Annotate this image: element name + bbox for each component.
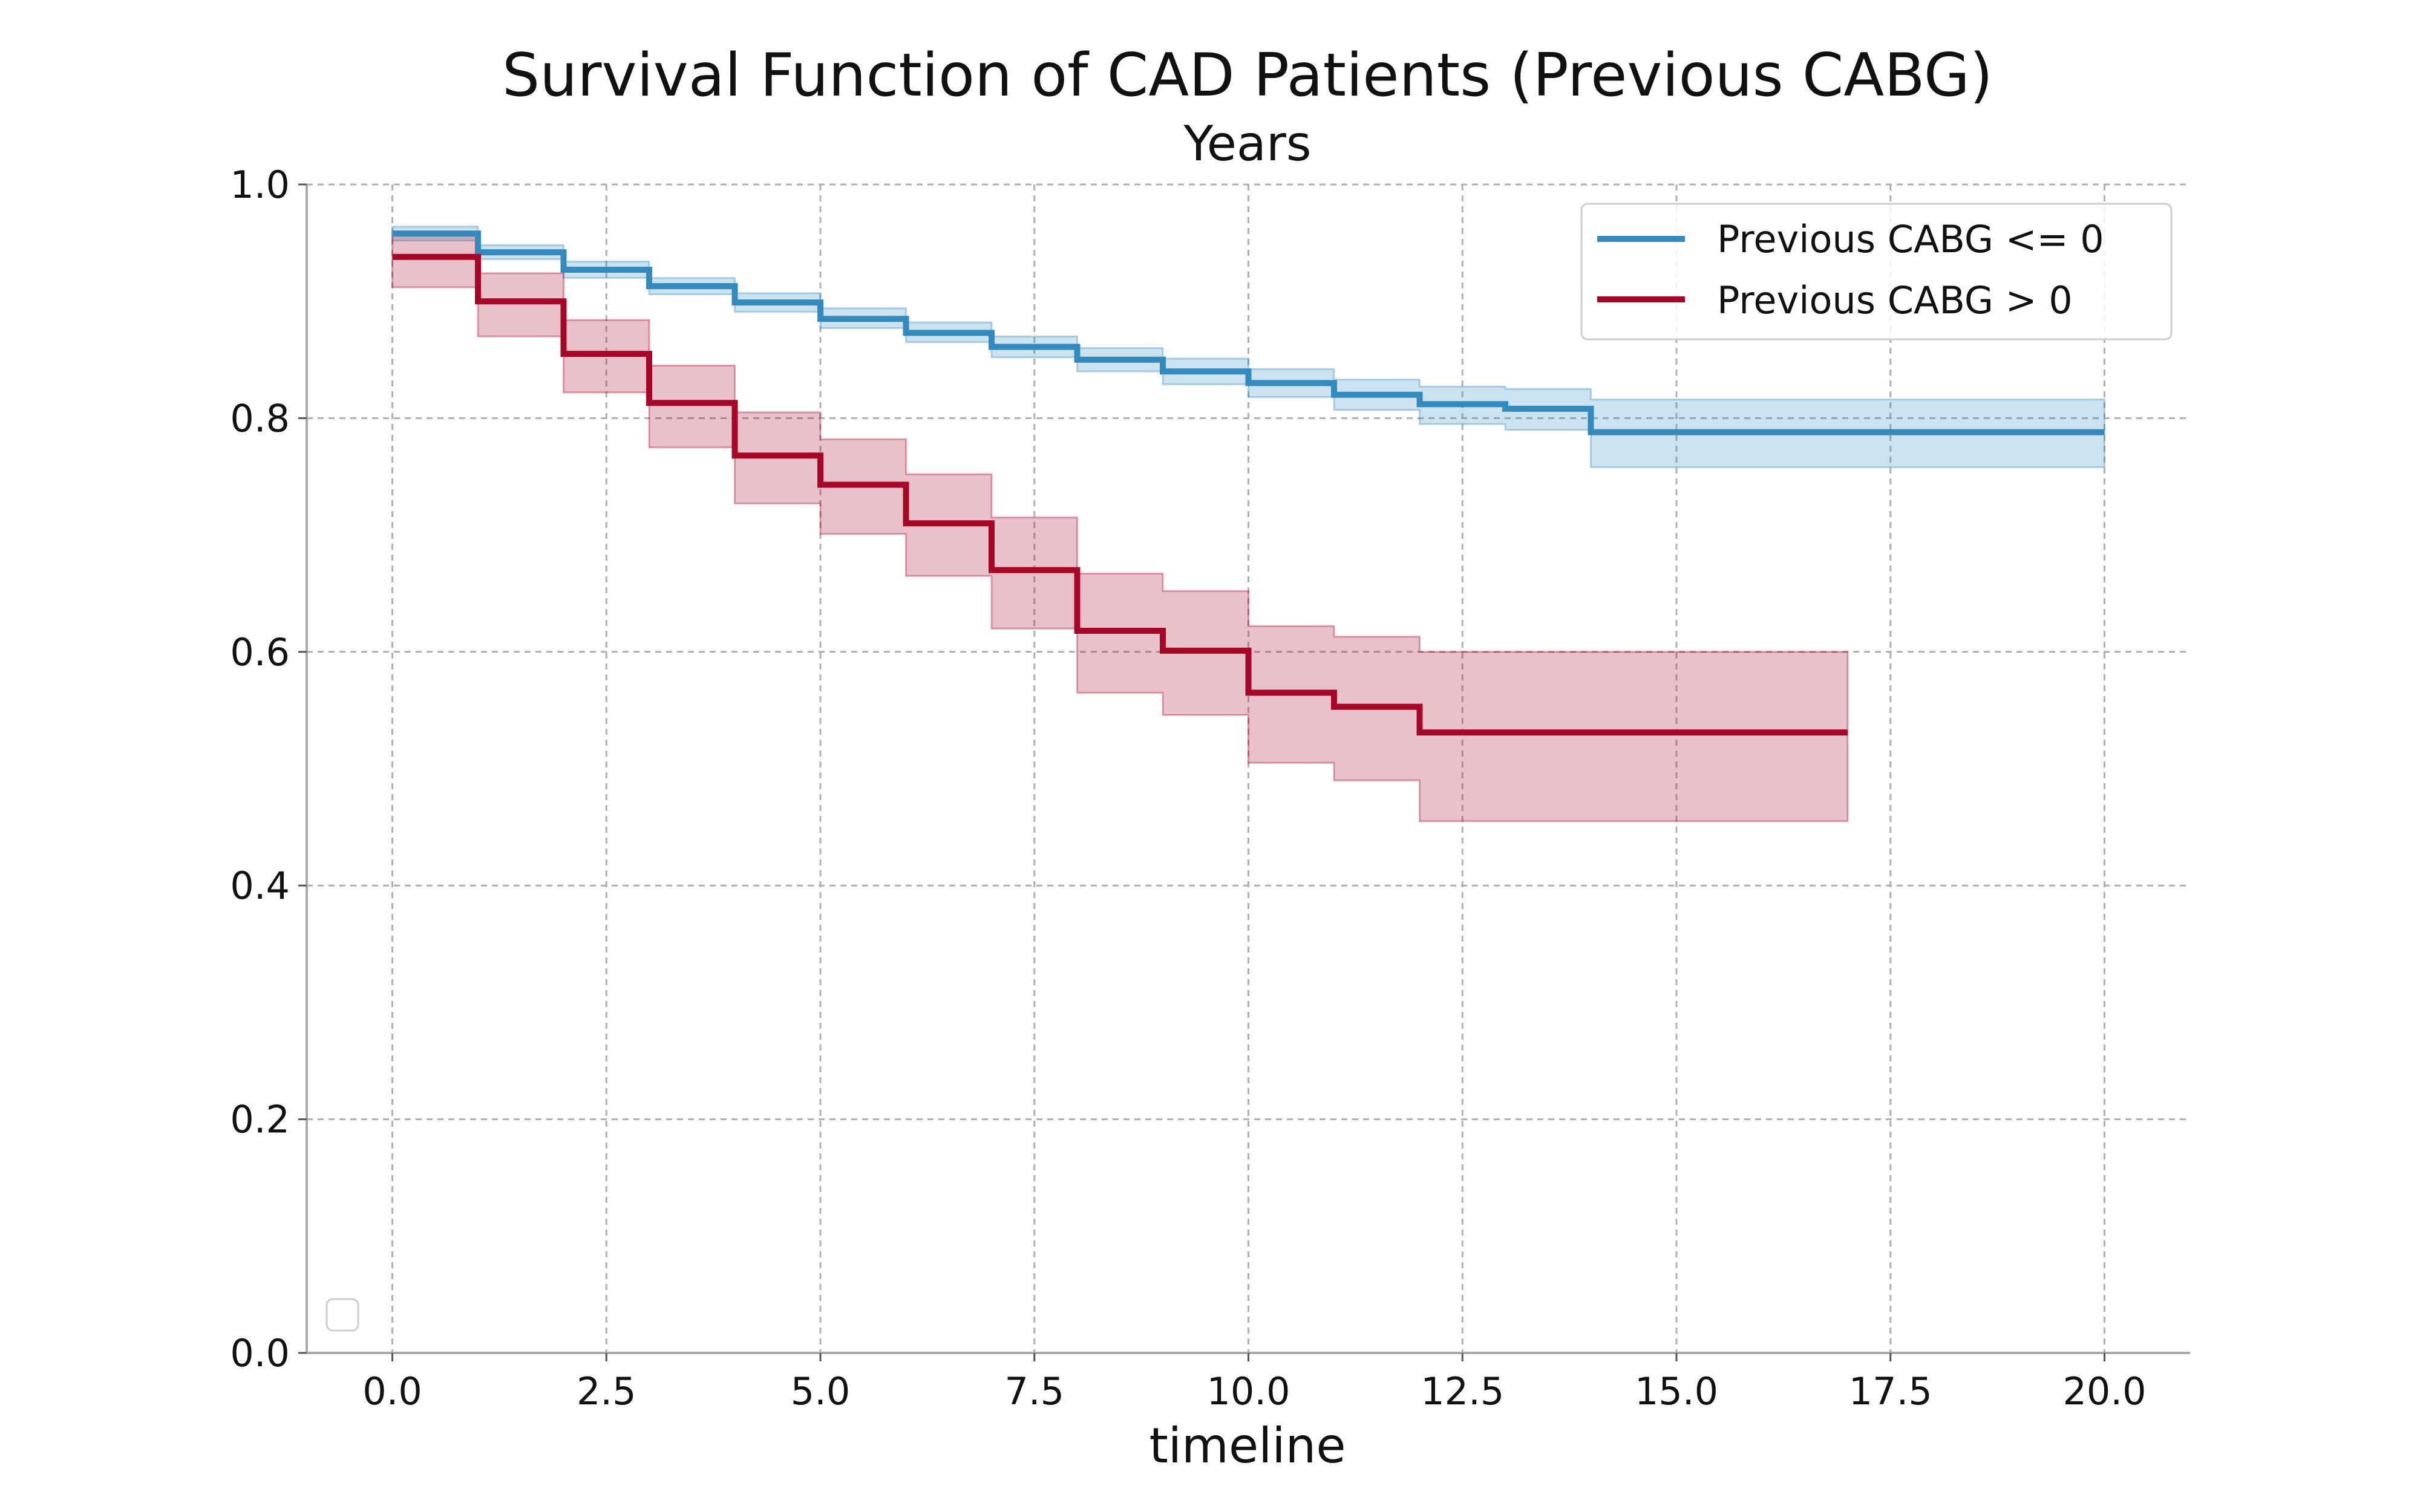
survival-line <box>392 230 2105 435</box>
y-tick-label: 0.0 <box>230 1331 290 1375</box>
y-tick-label: 0.8 <box>230 396 290 440</box>
y-tick-label: 1.0 <box>230 163 290 207</box>
x-axis-label: timeline <box>1149 1418 1346 1474</box>
ticks: 0.0 2.5 5.0 7.5 10.0 12.5 15.0 17.5 20.0 0.0 0.2 0.… <box>230 163 2146 1413</box>
x-tick-label: 17.5 <box>1849 1369 1932 1413</box>
chart-subtitle: Years <box>1183 116 1311 172</box>
x-tick-label: 0.0 <box>362 1369 422 1413</box>
survival-line <box>392 253 1848 736</box>
empty-legend-box <box>325 1298 359 1332</box>
y-tick-label: 0.6 <box>230 630 290 674</box>
x-tick-label: 5.0 <box>791 1369 851 1413</box>
x-tick-label: 7.5 <box>1004 1369 1064 1413</box>
y-tick-label: 0.4 <box>230 864 290 908</box>
confidence-band <box>391 233 1849 823</box>
x-tick-label: 12.5 <box>1421 1369 1504 1413</box>
survival-lines <box>392 230 2105 736</box>
x-tick-label: 20.0 <box>2062 1369 2146 1413</box>
legend-label-previous-cabg-gt-0: Previous CABG > 0 <box>1717 278 2073 322</box>
legend-frame <box>1580 203 2173 341</box>
y-tick-label: 0.2 <box>230 1098 290 1142</box>
x-tick-label: 15.0 <box>1635 1369 1718 1413</box>
legend: Previous CABG <= 0 Previous CABG > 0 <box>1580 203 2173 341</box>
chart-title: Survival Function of CAD Patients (Previ… <box>502 41 1993 110</box>
x-tick-label: 2.5 <box>577 1369 636 1413</box>
legend-label-previous-cabg-le-0: Previous CABG <= 0 <box>1717 217 2104 261</box>
x-tick-label: 10.0 <box>1206 1369 1290 1413</box>
